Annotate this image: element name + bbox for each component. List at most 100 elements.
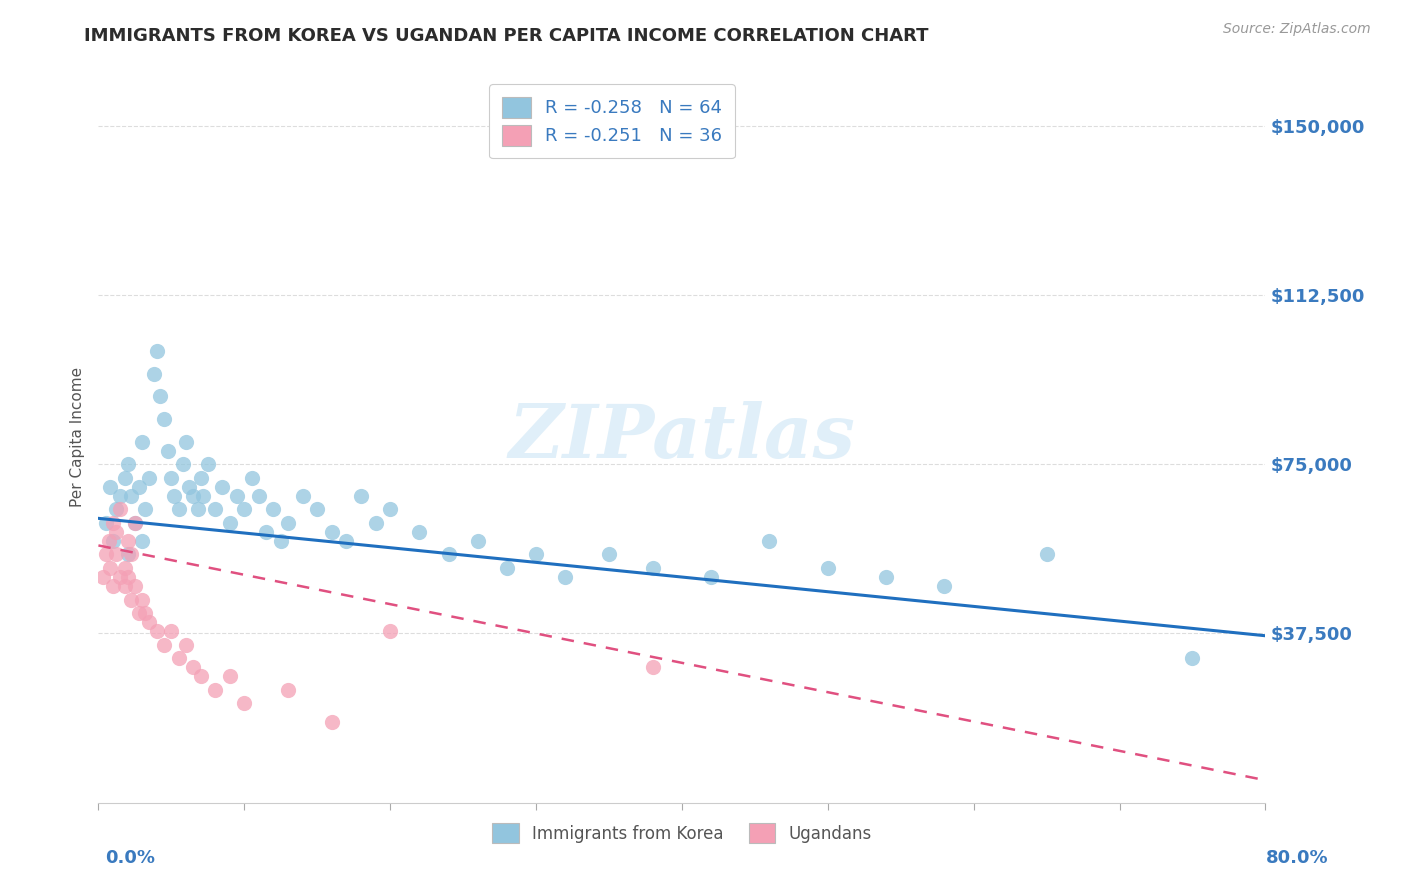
- Point: [131, 592, 153, 607]
- Point: [172, 457, 194, 471]
- Point: [1035, 548, 1057, 562]
- Point: [226, 489, 249, 503]
- Point: [98, 480, 121, 494]
- Point: [160, 471, 183, 485]
- Point: [204, 502, 226, 516]
- Point: [138, 615, 160, 630]
- Point: [641, 561, 664, 575]
- Point: [204, 682, 226, 697]
- Point: [554, 570, 576, 584]
- Point: [138, 471, 160, 485]
- Point: [94, 516, 117, 530]
- Point: [142, 367, 165, 381]
- Point: [114, 561, 136, 575]
- Point: [104, 502, 127, 516]
- Point: [524, 548, 547, 562]
- Point: [174, 434, 197, 449]
- Point: [134, 502, 156, 516]
- Y-axis label: Per Capita Income: Per Capita Income: [69, 367, 84, 508]
- Point: [167, 651, 190, 665]
- Point: [270, 533, 292, 548]
- Point: [641, 660, 664, 674]
- Point: [153, 412, 176, 426]
- Point: [98, 561, 121, 575]
- Point: [496, 561, 519, 575]
- Point: [91, 570, 114, 584]
- Point: [146, 624, 169, 639]
- Point: [120, 489, 142, 503]
- Point: [380, 502, 402, 516]
- Point: [364, 516, 387, 530]
- Point: [934, 579, 956, 593]
- Point: [197, 457, 219, 471]
- Point: [193, 489, 215, 503]
- Point: [149, 389, 172, 403]
- Point: [211, 480, 233, 494]
- Point: [128, 606, 150, 620]
- Point: [120, 548, 142, 562]
- Point: [128, 480, 150, 494]
- Point: [467, 533, 489, 548]
- Point: [247, 489, 270, 503]
- Point: [131, 533, 153, 548]
- Point: [146, 344, 169, 359]
- Point: [335, 533, 357, 548]
- Point: [124, 516, 146, 530]
- Point: [350, 489, 373, 503]
- Point: [277, 682, 299, 697]
- Point: [160, 624, 183, 639]
- Point: [218, 669, 240, 683]
- Point: [233, 502, 256, 516]
- Point: [321, 714, 343, 729]
- Point: [174, 638, 197, 652]
- Point: [437, 548, 460, 562]
- Point: [97, 533, 120, 548]
- Point: [181, 660, 204, 674]
- Text: Source: ZipAtlas.com: Source: ZipAtlas.com: [1223, 22, 1371, 37]
- Point: [101, 516, 124, 530]
- Point: [117, 548, 139, 562]
- Point: [167, 502, 190, 516]
- Point: [101, 579, 124, 593]
- Point: [114, 579, 136, 593]
- Text: 0.0%: 0.0%: [105, 849, 156, 867]
- Point: [190, 471, 212, 485]
- Point: [110, 502, 132, 516]
- Point: [94, 548, 117, 562]
- Point: [262, 502, 284, 516]
- Point: [153, 638, 176, 652]
- Point: [101, 533, 124, 548]
- Point: [254, 524, 277, 539]
- Point: [181, 489, 204, 503]
- Point: [117, 570, 139, 584]
- Point: [110, 489, 132, 503]
- Point: [817, 561, 839, 575]
- Text: ZIPatlas: ZIPatlas: [509, 401, 855, 474]
- Point: [157, 443, 180, 458]
- Point: [291, 489, 314, 503]
- Point: [134, 606, 156, 620]
- Point: [233, 697, 256, 711]
- Point: [758, 533, 780, 548]
- Point: [875, 570, 897, 584]
- Point: [187, 502, 209, 516]
- Point: [120, 592, 142, 607]
- Point: [117, 533, 139, 548]
- Point: [598, 548, 620, 562]
- Legend: Immigrants from Korea, Ugandans: Immigrants from Korea, Ugandans: [485, 817, 879, 849]
- Point: [240, 471, 263, 485]
- Point: [124, 516, 146, 530]
- Point: [1181, 651, 1204, 665]
- Text: IMMIGRANTS FROM KOREA VS UGANDAN PER CAPITA INCOME CORRELATION CHART: IMMIGRANTS FROM KOREA VS UGANDAN PER CAP…: [84, 27, 929, 45]
- Point: [117, 457, 139, 471]
- Text: 80.0%: 80.0%: [1265, 849, 1329, 867]
- Point: [177, 480, 200, 494]
- Point: [408, 524, 430, 539]
- Point: [110, 570, 132, 584]
- Point: [104, 524, 127, 539]
- Point: [163, 489, 186, 503]
- Point: [321, 524, 343, 539]
- Point: [307, 502, 329, 516]
- Point: [190, 669, 212, 683]
- Point: [380, 624, 402, 639]
